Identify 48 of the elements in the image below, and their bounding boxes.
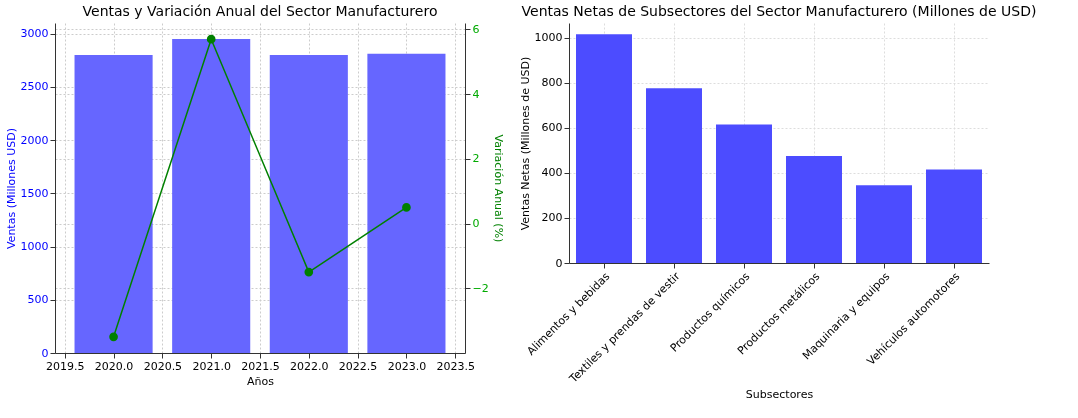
- chart-title: Ventas y Variación Anual del Sector Manufacturero: [82, 3, 438, 19]
- bar: [856, 185, 912, 263]
- x-tick-label: 2022.0: [290, 359, 329, 373]
- chart-title: Ventas Netas de Subsectores del Sector Manufacturero (Millones de USD): [521, 3, 1037, 19]
- point: [304, 267, 314, 277]
- x-tick-label: 2022.5: [338, 359, 378, 373]
- x-tick-label: 2020.0: [94, 359, 134, 373]
- point: [402, 203, 411, 212]
- y-tick-label: 0: [555, 256, 563, 270]
- bar: [716, 124, 772, 263]
- x-axis-title: Años: [247, 374, 275, 388]
- y2-tick-label: 6: [472, 22, 480, 36]
- y2-tick-label: −2: [472, 281, 489, 295]
- y-axis-title: Ventas Netas (Millones de USD): [518, 56, 532, 231]
- y-tick-label: 2500: [20, 80, 49, 94]
- point: [109, 332, 118, 342]
- y-tick-label: 600: [541, 121, 563, 135]
- bar: [786, 155, 842, 263]
- x-tick-label: 2023.0: [387, 359, 427, 373]
- bar: [269, 54, 348, 353]
- y-tick-label: 1000: [534, 31, 563, 45]
- y-axis-title: Ventas (Millones USD): [4, 127, 18, 250]
- y-tick-label: 1500: [20, 186, 49, 200]
- x-axis-title: Subsectores: [745, 387, 814, 401]
- bar: [172, 38, 251, 353]
- y-tick-label: 800: [541, 76, 563, 90]
- bar: [576, 34, 632, 263]
- x-tick-label: 2020.5: [143, 359, 183, 373]
- x-tick-label: 2019.5: [46, 359, 85, 373]
- bar: [926, 169, 982, 263]
- y2-axis-title: Variación Anual (%): [491, 134, 505, 243]
- y2-tick-label: 0: [472, 217, 480, 231]
- y-tick-label: 1000: [20, 240, 49, 254]
- y-tick-label: 400: [541, 166, 563, 180]
- y-tick-label: 0: [41, 346, 49, 360]
- x-tick-label: 2021.5: [241, 359, 280, 373]
- bar: [646, 88, 702, 263]
- bar: [367, 53, 446, 353]
- y-tick-label: 500: [27, 293, 49, 307]
- x-tick-label: 2021.0: [192, 359, 231, 373]
- y-tick-label: 200: [541, 211, 563, 225]
- y2-tick-label: 2: [472, 152, 480, 166]
- x-tick-label: 2023.5: [436, 359, 475, 373]
- y2-tick-label: 4: [472, 87, 480, 101]
- bar: [74, 54, 153, 353]
- point: [206, 34, 216, 44]
- y-tick-label: 3000: [20, 27, 49, 41]
- y-tick-label: 2000: [20, 133, 49, 147]
